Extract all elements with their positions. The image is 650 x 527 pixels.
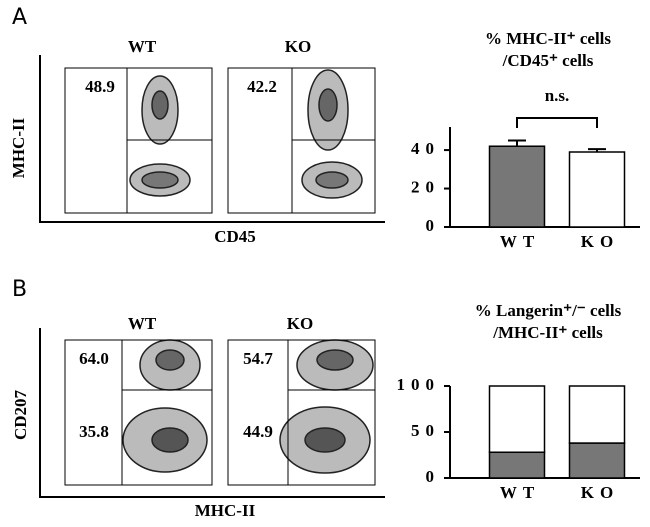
gate-label: 44.9 xyxy=(243,422,273,441)
chart-title: % MHC-II⁺ cells xyxy=(485,29,611,48)
x-tick-label: WT xyxy=(500,232,540,251)
y-tick-label: 0 xyxy=(426,216,441,235)
gate-label: 64.0 xyxy=(79,349,109,368)
plot-title: WT xyxy=(128,37,157,56)
bar-segment xyxy=(488,385,546,453)
chart-title: /MHC-II⁺ cells xyxy=(492,323,603,342)
y-label: CD207 xyxy=(11,389,30,440)
plot-title: KO xyxy=(285,37,311,56)
y-tick-label: 50 xyxy=(411,421,440,440)
plot-title: WT xyxy=(128,314,157,333)
significance-bracket xyxy=(516,117,598,128)
annotation: n.s. xyxy=(545,86,570,105)
plot-title: KO xyxy=(287,314,313,333)
gate-label: 35.8 xyxy=(79,422,109,441)
flow-axis xyxy=(39,55,385,223)
x-tick-label: WT xyxy=(500,483,540,502)
chart-title: /CD45⁺ cells xyxy=(502,51,594,70)
x-label: MHC-II xyxy=(195,501,256,520)
bar xyxy=(488,145,546,228)
panel-letter: A xyxy=(12,5,27,30)
bar-segment xyxy=(568,442,626,479)
axes-decor xyxy=(39,55,385,498)
y-label: MHC-II xyxy=(9,117,28,178)
gate-label: 42.2 xyxy=(247,77,277,96)
x-tick-label: KO xyxy=(581,483,619,502)
y-tick-label: 0 xyxy=(426,467,441,486)
contours xyxy=(122,69,374,474)
y-tick-label: 20 xyxy=(411,177,440,196)
flow-axis xyxy=(39,328,385,498)
bar-segment xyxy=(568,385,626,444)
x-label: CD45 xyxy=(214,227,256,246)
bar-segment xyxy=(488,451,546,479)
x-tick-label: KO xyxy=(581,232,619,251)
panel-letter: B xyxy=(12,277,27,302)
chart-title: % Langerin⁺/⁻ cells xyxy=(475,301,622,320)
gate-label: 48.9 xyxy=(85,77,115,96)
y-tick-label: 40 xyxy=(411,139,440,158)
gates xyxy=(121,67,376,486)
y-tick-label: 100 xyxy=(397,375,441,394)
gate-label: 54.7 xyxy=(243,349,273,368)
bar xyxy=(568,151,626,228)
